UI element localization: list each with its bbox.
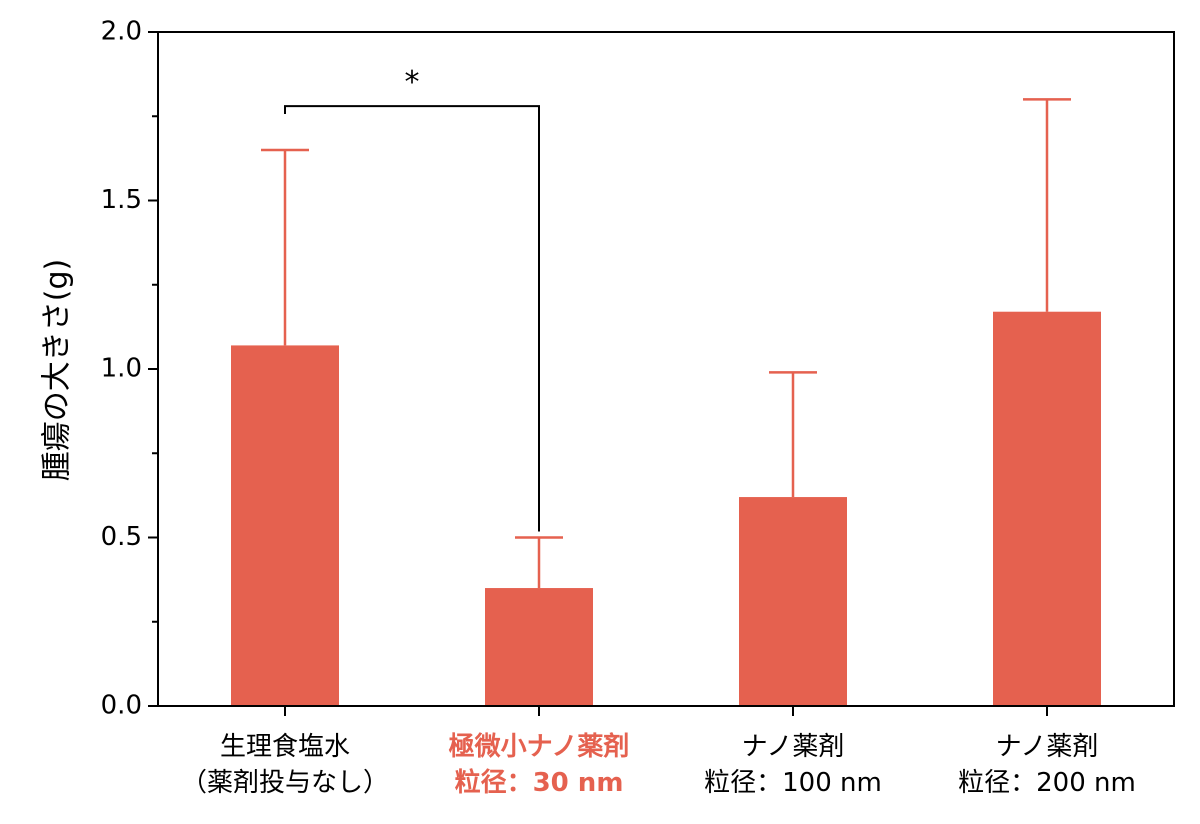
y-tick-label-1: 0.5 — [101, 522, 142, 552]
y-tick-label-0: 0.0 — [101, 691, 142, 721]
x-tick-label-2-line-1: 粒径：100 nm — [704, 768, 882, 798]
bar-1 — [485, 588, 593, 706]
x-tick-label-1-line-1: 粒径：30 nm — [455, 767, 624, 798]
bar-2 — [739, 497, 847, 706]
x-tick-label-1-line-0: 極微小ナノ薬剤 — [449, 731, 630, 762]
x-tick-label-3-line-0: ナノ薬剤 — [996, 732, 1099, 762]
bar-3 — [993, 311, 1101, 706]
y-tick-label-2: 1.0 — [101, 354, 142, 384]
y-axis-label: 腫瘍の大きさ(g) — [40, 259, 75, 481]
significance-label-0: * — [405, 65, 420, 100]
bar-0 — [231, 345, 339, 706]
y-tick-label-4: 2.0 — [101, 17, 142, 47]
x-tick-label-0-line-1: （薬剤投与なし） — [181, 768, 389, 798]
x-tick-label-3-line-1: 粒径：200 nm — [958, 768, 1136, 798]
x-tick-label-0-line-0: 生理食塩水 — [220, 732, 350, 762]
y-tick-label-3: 1.5 — [101, 185, 142, 215]
significance-bracket-0 — [284, 105, 540, 532]
x-tick-label-2-line-0: ナノ薬剤 — [742, 732, 845, 762]
